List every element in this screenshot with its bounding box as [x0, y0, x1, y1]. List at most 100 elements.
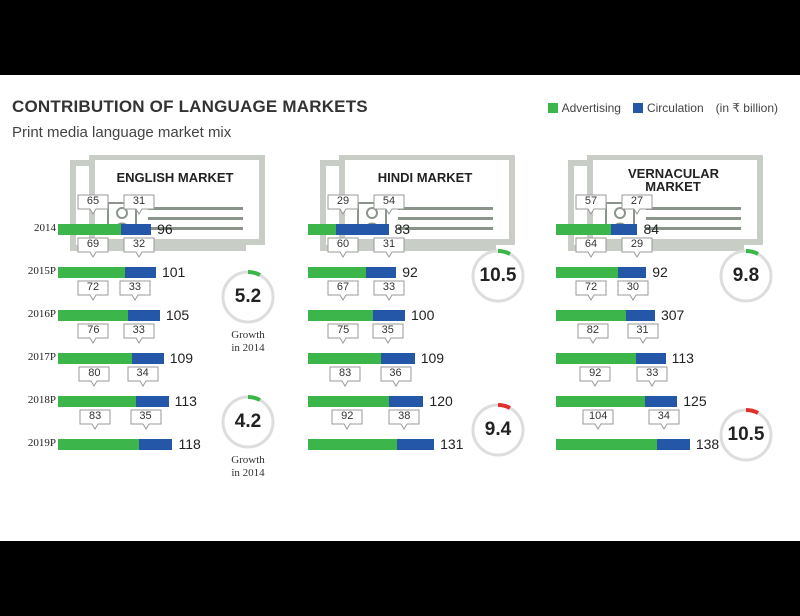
- bubble-circulation: 36: [379, 366, 413, 387]
- bar-circulation: [131, 353, 164, 364]
- growth-value: 9.8: [732, 264, 760, 286]
- bubble-advertising: 82: [576, 323, 610, 344]
- bar-circulation: [611, 224, 638, 235]
- growth-gauge: 10.5: [468, 246, 528, 306]
- data-label: 80: [88, 367, 101, 379]
- data-label: 33: [382, 281, 396, 293]
- data-label: 31: [382, 238, 396, 250]
- bubble-advertising: 75: [326, 323, 360, 344]
- bar-total: 105: [165, 307, 190, 323]
- legend-item-advertising: Advertising: [547, 101, 621, 115]
- bar-advertising: [556, 267, 619, 278]
- bar-total: 131: [440, 436, 464, 452]
- bubble-advertising: 29: [326, 194, 360, 215]
- data-label: 72: [86, 281, 100, 293]
- data-label: 83: [89, 410, 102, 422]
- data-label: 64: [584, 238, 598, 250]
- data-label: 35: [139, 410, 152, 422]
- year-label: 2014: [34, 222, 56, 234]
- data-label: 104: [589, 410, 608, 422]
- data-label: 82: [586, 324, 599, 336]
- bar-advertising: [556, 396, 646, 407]
- year-label: 2015P: [27, 265, 56, 277]
- bubble-circulation: 33: [118, 280, 152, 301]
- data-label: 29: [630, 238, 644, 250]
- data-label: 65: [86, 195, 100, 207]
- growth-note-year: in 2014: [231, 342, 265, 355]
- bubble-advertising: 92: [578, 366, 612, 387]
- bubble-circulation: 31: [626, 323, 660, 344]
- bubble-circulation: 33: [122, 323, 156, 344]
- growth-note: Growth: [231, 329, 265, 342]
- market-title: HINDI MARKET: [377, 170, 473, 185]
- bubble-circulation: 35: [129, 409, 163, 430]
- infographic: CONTRIBUTION OF LANGUAGE MARKETS Print m…: [0, 75, 800, 541]
- bar-advertising: [308, 353, 381, 364]
- bubble-advertising: 76: [76, 323, 110, 344]
- legend-label-circulation: Circulation: [646, 101, 704, 115]
- bar-total: 92: [652, 264, 668, 280]
- bar-circulation: [645, 396, 678, 407]
- data-label: 27: [630, 195, 644, 207]
- bar-total: 113: [671, 350, 694, 366]
- bar-total: 83: [394, 221, 411, 237]
- growth-gauge: 4.2: [218, 392, 278, 452]
- legend-label-advertising: Advertising: [561, 101, 621, 115]
- bar-total: 84: [643, 221, 660, 237]
- legend: Advertising Circulation (in ₹ billion): [547, 101, 778, 115]
- data-label: 92: [341, 410, 354, 422]
- data-label: 38: [398, 410, 411, 422]
- legend-item-circulation: Circulation: [632, 101, 704, 115]
- bar-advertising: [58, 224, 122, 235]
- data-label: 60: [336, 238, 350, 250]
- legend-unit: (in ₹ billion): [715, 101, 778, 115]
- growth-gauge: 5.2: [218, 267, 278, 327]
- bar-advertising: [58, 310, 128, 321]
- bubble-circulation: 31: [372, 237, 406, 258]
- data-label: 54: [382, 195, 396, 207]
- bar-total: 113: [174, 393, 197, 409]
- bar-total: 118: [178, 436, 201, 452]
- bar-total: 109: [420, 350, 445, 366]
- bar-advertising: [308, 224, 337, 235]
- year-label: 2017P: [27, 351, 56, 363]
- bar-circulation: [380, 353, 415, 364]
- bubble-advertising: 104: [581, 409, 615, 430]
- bubble-circulation: 30: [616, 280, 650, 301]
- chart-subtitle: Print media language market mix: [12, 124, 232, 141]
- bubble-advertising: 57: [574, 194, 608, 215]
- bubble-advertising: 69: [76, 237, 110, 258]
- legend-swatch-circulation: [632, 103, 643, 113]
- growth-value: 9.4: [484, 419, 512, 441]
- growth-value: 10.5: [727, 423, 765, 445]
- bar-total: 100: [411, 307, 435, 323]
- bubble-advertising: 72: [574, 280, 608, 301]
- bar-circulation: [124, 267, 156, 278]
- bubble-advertising: 72: [76, 280, 110, 301]
- bar-advertising: [308, 439, 398, 450]
- data-label: 33: [646, 367, 659, 379]
- growth-gauge: 9.4: [468, 400, 528, 460]
- bubble-advertising: 83: [328, 366, 362, 387]
- data-label: 34: [136, 367, 149, 379]
- growth-value: 5.2: [234, 286, 262, 308]
- bar-circulation: [656, 439, 690, 450]
- data-label: 72: [584, 281, 598, 293]
- growth-gauge: 9.8: [716, 246, 776, 306]
- year-label: 2016P: [27, 308, 56, 320]
- bubble-advertising: 67: [326, 280, 360, 301]
- bubble-advertising: 60: [326, 237, 360, 258]
- bubble-advertising: 65: [76, 194, 110, 215]
- bubble-circulation: 33: [635, 366, 669, 387]
- bar-advertising: [308, 396, 389, 407]
- bar-circulation: [388, 396, 424, 407]
- bubble-advertising: 64: [574, 237, 608, 258]
- bar-total: 92: [402, 264, 418, 280]
- bar-total: 307: [660, 307, 685, 323]
- bar-circulation: [135, 396, 169, 407]
- bubble-circulation: 32: [122, 237, 156, 258]
- bar-total: 109: [169, 350, 194, 366]
- data-label: 75: [337, 324, 350, 336]
- bubble-circulation: 27: [620, 194, 654, 215]
- bar-total: 138: [695, 436, 720, 452]
